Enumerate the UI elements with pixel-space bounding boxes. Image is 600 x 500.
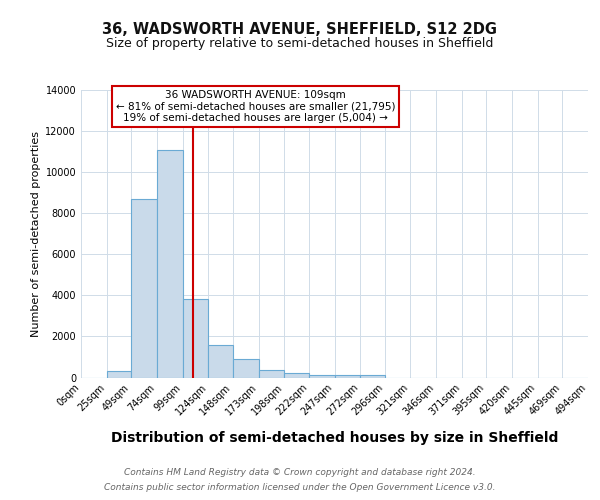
Bar	[259, 370, 284, 378]
Bar	[284, 374, 309, 378]
Text: Contains public sector information licensed under the Open Government Licence v3: Contains public sector information licen…	[104, 483, 496, 492]
Bar	[309, 376, 335, 378]
Text: Size of property relative to semi-detached houses in Sheffield: Size of property relative to semi-detach…	[106, 38, 494, 51]
Bar	[335, 376, 360, 378]
Bar	[208, 344, 233, 378]
Bar	[233, 359, 259, 378]
Text: 36, WADSWORTH AVENUE, SHEFFIELD, S12 2DG: 36, WADSWORTH AVENUE, SHEFFIELD, S12 2DG	[103, 22, 497, 38]
Text: Contains HM Land Registry data © Crown copyright and database right 2024.: Contains HM Land Registry data © Crown c…	[124, 468, 476, 477]
X-axis label: Distribution of semi-detached houses by size in Sheffield: Distribution of semi-detached houses by …	[111, 432, 558, 446]
Text: 36 WADSWORTH AVENUE: 109sqm
← 81% of semi-detached houses are smaller (21,795)
1: 36 WADSWORTH AVENUE: 109sqm ← 81% of sem…	[116, 90, 395, 123]
Y-axis label: Number of semi-detached properties: Number of semi-detached properties	[31, 130, 41, 337]
Bar	[107, 372, 131, 378]
Bar	[182, 300, 208, 378]
Bar	[360, 376, 385, 378]
Bar	[131, 199, 157, 378]
Bar	[157, 150, 182, 378]
